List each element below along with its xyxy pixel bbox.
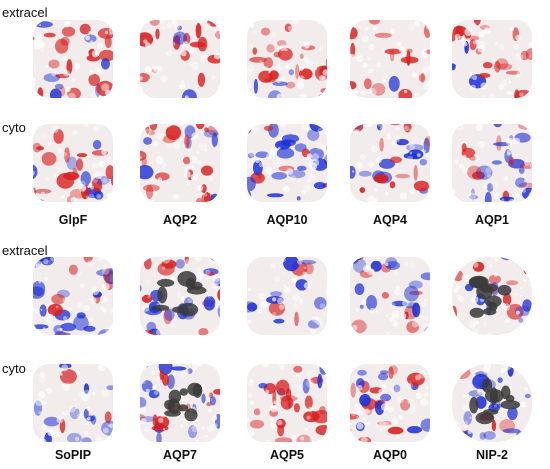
surface-map-aqp1-cyto	[450, 122, 534, 204]
row-label-top-extracel: extracel	[2, 5, 48, 20]
surface-map-nip-2-cyto	[450, 362, 534, 444]
surface-map-aqp5-cyto	[245, 362, 329, 444]
surface-map-aqp10-extracel	[245, 18, 329, 100]
protein-label-aqp5: AQP5	[269, 448, 305, 462]
surface-map-aqp10-cyto	[245, 122, 329, 204]
surface-map-aqp1-extracel	[450, 18, 534, 100]
surface-map-sopip-extracel	[31, 255, 115, 337]
protein-label-aqp10: AQP10	[266, 213, 308, 227]
row-label-bottom-cyto: cyto	[2, 361, 26, 376]
protein-label-aqp4: AQP4	[372, 213, 408, 227]
surface-map-aqp4-cyto	[348, 122, 432, 204]
protein-label-sopip: SoPIP	[54, 448, 92, 462]
protein-label-aqp1: AQP1	[474, 213, 510, 227]
surface-map-aqp5-extracel	[245, 255, 329, 337]
protein-label-aqp7: AQP7	[162, 448, 198, 462]
surface-map-aqp0-extracel	[348, 255, 432, 337]
surface-map-aqp2-extracel	[138, 18, 222, 100]
row-label-bottom-extracel: extracel	[2, 243, 48, 258]
protein-label-glpf: GlpF	[58, 213, 88, 227]
surface-map-aqp2-cyto	[138, 122, 222, 204]
row-label-top-cyto: cyto	[2, 120, 26, 135]
surface-map-aqp7-extracel	[138, 255, 222, 337]
protein-label-aqp0: AQP0	[372, 448, 408, 462]
surface-map-aqp7-cyto	[138, 362, 222, 444]
protein-label-nip-2: NIP-2	[476, 448, 508, 462]
surface-map-glpf-cyto	[31, 122, 115, 204]
protein-label-aqp2: AQP2	[162, 213, 198, 227]
surface-map-aqp0-cyto	[348, 362, 432, 444]
surface-map-nip-2-extracel	[450, 255, 534, 337]
surface-map-sopip-cyto	[31, 362, 115, 444]
surface-map-aqp4-extracel	[348, 18, 432, 100]
surface-map-glpf-extracel	[31, 18, 115, 100]
